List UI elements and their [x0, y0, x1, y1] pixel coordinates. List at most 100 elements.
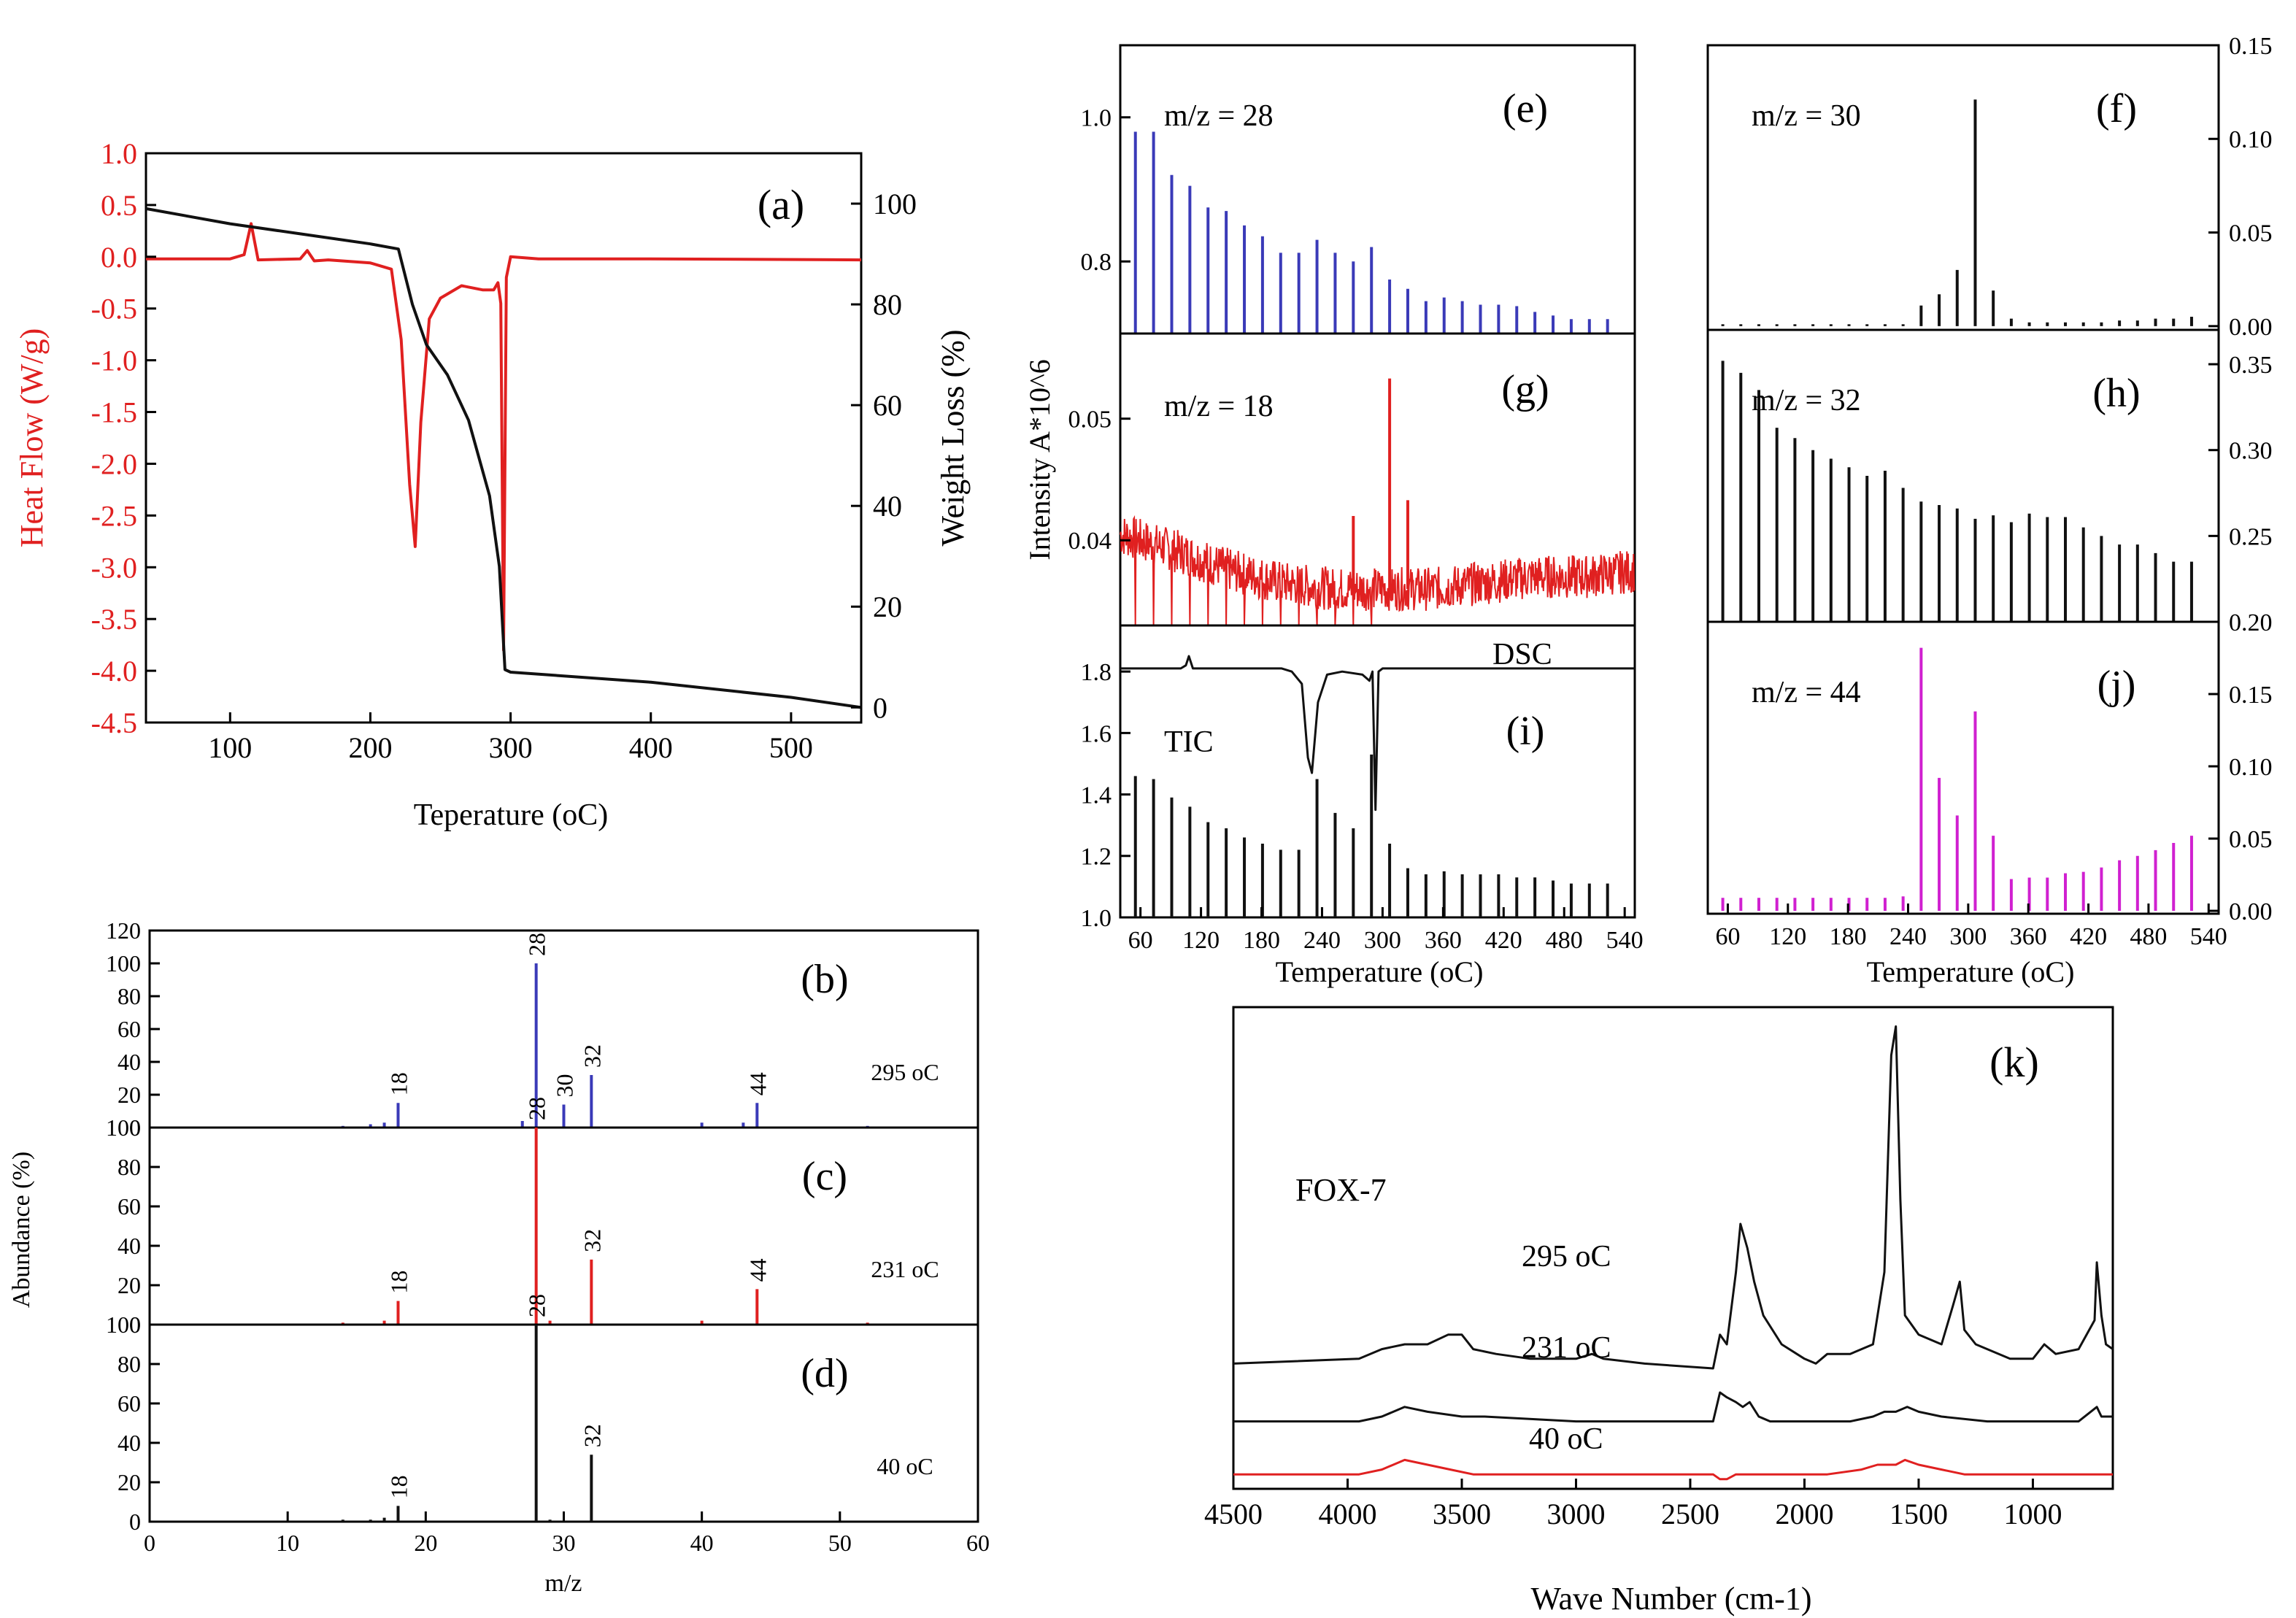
y-tick-label: 20: [118, 1469, 141, 1495]
x-tick-label: 480: [1546, 927, 1583, 954]
x-tick-label: 360: [2010, 923, 2047, 950]
series-label: 40 oC: [1529, 1422, 1603, 1456]
temperature-annotation: 295 oC: [871, 1059, 939, 1085]
x-axis-k: 4500 4000 3500 3000 2500 2000 1500 1000: [1204, 1479, 2062, 1530]
x-tick-label: 420: [1485, 927, 1522, 954]
y-tick-label: 100: [106, 1311, 141, 1338]
bars-d: [343, 1325, 591, 1522]
mz18-spikes: [1353, 379, 1408, 589]
y-tick-label: 0.15: [2229, 682, 2273, 709]
y-tick-label: 20: [118, 1272, 141, 1298]
y-axis-label: Abundance (%): [8, 1152, 35, 1308]
x-tick-label: 20: [414, 1530, 437, 1556]
x-tick-label: 2000: [1775, 1498, 1833, 1530]
y-tick-label: 120: [106, 917, 141, 944]
x-tick-label: 240: [1303, 927, 1341, 954]
series-label: 231 oC: [1522, 1331, 1611, 1365]
ftir-trace-2: [1233, 1460, 2113, 1479]
y-axis-right-label: Weight Loss (%): [935, 329, 971, 546]
bars-f: [1723, 99, 2192, 325]
y-axis-label: Intensity A*10^6: [1023, 359, 1056, 560]
x-tick-label: 1000: [2003, 1498, 2062, 1530]
y-tick-label: 0.0: [101, 241, 137, 274]
x-tick-label: 60: [1128, 927, 1153, 954]
x-tick-label: 120: [1182, 927, 1220, 954]
x-tick-label: 540: [2190, 923, 2227, 950]
y-axis-label: Heat Flow (W/g): [14, 328, 50, 548]
plot-frame: [1120, 45, 1635, 334]
peak-label: 28: [524, 933, 550, 956]
y-tick-label: 80: [118, 1351, 141, 1377]
mz18-trace: [1120, 518, 1634, 625]
y-tick-label: 60: [118, 1390, 141, 1417]
x-tick-label: 240: [1889, 923, 1927, 950]
x-axis-label: m/z: [545, 1570, 582, 1597]
y-tick-label: 0.05: [1068, 407, 1112, 434]
y-tick-label: 60: [118, 1016, 141, 1042]
peak-label: 44: [744, 1258, 771, 1282]
x-tick-label: 3000: [1546, 1498, 1605, 1530]
x-tick-label: 0: [144, 1530, 155, 1556]
y-tick-label: 1.2: [1081, 844, 1112, 871]
y-tick-label: 0.35: [2229, 352, 2273, 379]
sample-annotation: FOX-7: [1295, 1172, 1387, 1208]
y-axis-b: 020406080100120: [106, 917, 160, 1141]
x-tick-label: 180: [1243, 927, 1280, 954]
x-tick-label: 100: [208, 731, 252, 764]
x-axis-i: 60 120 180 240 300 360 420 480 540: [1128, 907, 1644, 954]
y-tick-label: 40: [118, 1430, 141, 1456]
plot-frame: [1708, 622, 2219, 914]
ftir-trace-1: [1233, 1392, 2113, 1422]
panel-label: (d): [801, 1351, 848, 1396]
x-tick-label: 1500: [1889, 1498, 1948, 1530]
x-tick-label: 10: [276, 1530, 299, 1556]
bars-e: [1136, 132, 1608, 334]
x-tick-label: 30: [552, 1530, 576, 1556]
y-tick-label: 1.6: [1081, 720, 1112, 747]
x-axis-label: Temperature (oC): [1276, 955, 1484, 988]
x-tick-label: 500: [769, 731, 813, 764]
panel-label: (e): [1503, 86, 1548, 131]
peak-label: 18: [386, 1072, 412, 1095]
peak-label: 30: [552, 1074, 578, 1098]
bars-c: [343, 1128, 868, 1325]
y-tick-label: 0.25: [2229, 523, 2273, 550]
mz-annotation: m/z = 28: [1164, 99, 1274, 133]
plot-frame: [150, 1128, 978, 1325]
y-tick-label: 20: [118, 1082, 141, 1108]
y-axis-c: 020406080100: [106, 1114, 160, 1338]
x-axis-label: Teperature (oC): [414, 798, 608, 832]
peak-label: 44: [744, 1072, 771, 1095]
x-tick-label: 400: [629, 731, 673, 764]
tic-annotation: TIC: [1164, 725, 1214, 759]
y-tick-label: 1.0: [1081, 105, 1112, 132]
peak-label: 18: [386, 1475, 412, 1498]
x-tick-label: 300: [489, 731, 533, 764]
y-tick-label: 80: [873, 288, 902, 321]
dsc-annotation: DSC: [1492, 638, 1552, 671]
x-axis-d: 0 10 20 30 40 50 60: [144, 1511, 990, 1556]
x-tick-label: 4500: [1204, 1498, 1263, 1530]
x-tick-label: 40: [690, 1530, 714, 1556]
y-tick-label: 0: [129, 1509, 141, 1535]
panel-label: (a): [758, 181, 804, 228]
panel-label: (h): [2092, 371, 2140, 416]
temperature-annotation: 231 oC: [871, 1256, 939, 1282]
y-tick-label: 80: [118, 983, 141, 1009]
y-tick-label: 0.10: [2229, 754, 2273, 781]
x-axis-j: 60 120 180 240 300 360 420 480 540: [1715, 904, 2227, 950]
peak-label: 28: [524, 1294, 550, 1317]
y-tick-label: 80: [118, 1154, 141, 1180]
x-tick-label: 200: [348, 731, 392, 764]
plot-frame: [1233, 1007, 2113, 1489]
panel-label: (b): [801, 957, 848, 1002]
y-tick-label: -2.5: [91, 499, 137, 532]
y-tick-label: 1.4: [1081, 782, 1112, 809]
y-tick-label: 1.0: [1081, 905, 1112, 932]
plot-frame: [1708, 45, 2219, 330]
panel-label: (i): [1506, 709, 1545, 754]
y-tick-label: -4.5: [91, 706, 137, 739]
y-tick-label: 0.20: [2229, 609, 2273, 636]
y-tick-label: -4.0: [91, 655, 137, 687]
